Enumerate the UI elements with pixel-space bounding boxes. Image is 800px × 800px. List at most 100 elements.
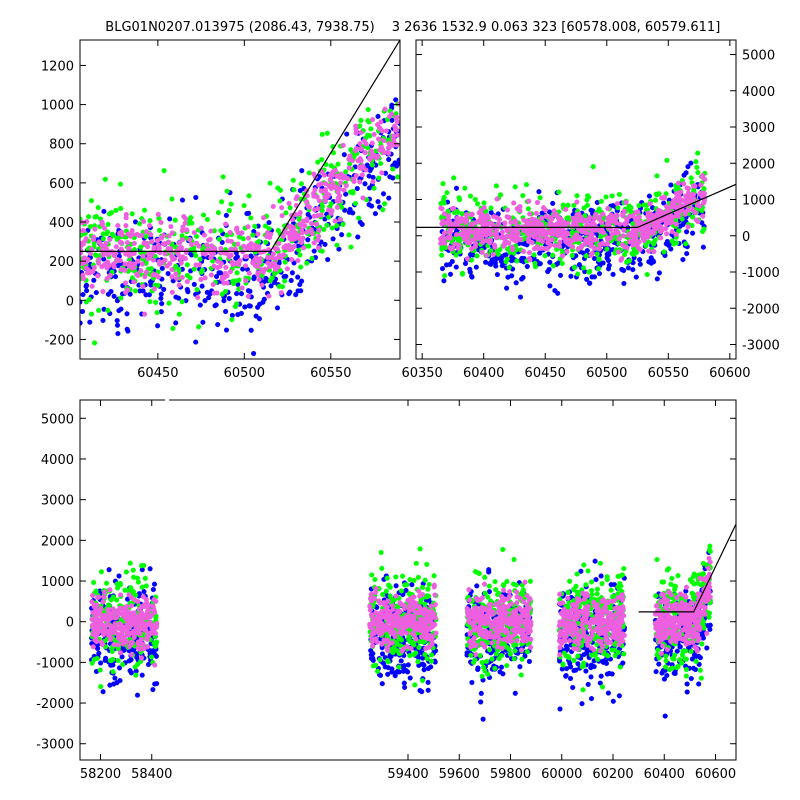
data-point bbox=[89, 283, 95, 289]
data-point bbox=[378, 126, 384, 132]
data-point bbox=[377, 657, 383, 663]
data-point bbox=[654, 173, 660, 179]
data-point bbox=[369, 635, 375, 641]
data-point bbox=[565, 231, 571, 237]
data-point bbox=[276, 240, 282, 246]
data-point bbox=[330, 169, 336, 175]
data-point bbox=[280, 252, 286, 258]
data-point bbox=[174, 276, 180, 282]
data-point bbox=[636, 203, 642, 209]
data-point bbox=[599, 220, 605, 226]
data-point bbox=[126, 245, 132, 251]
data-point bbox=[143, 229, 150, 235]
data-point bbox=[235, 312, 241, 318]
data-point bbox=[468, 221, 474, 228]
data-point bbox=[108, 288, 114, 295]
data-point bbox=[512, 690, 518, 696]
data-point bbox=[126, 253, 132, 259]
data-point bbox=[463, 229, 469, 235]
data-point bbox=[453, 232, 460, 238]
data-point bbox=[134, 575, 141, 581]
data-point bbox=[494, 196, 500, 202]
data-point bbox=[355, 234, 361, 240]
data-point bbox=[648, 255, 654, 261]
data-point bbox=[111, 681, 117, 687]
data-point bbox=[596, 257, 602, 263]
data-point bbox=[245, 224, 251, 230]
data-point bbox=[179, 299, 185, 305]
data-point bbox=[304, 199, 310, 205]
data-point bbox=[262, 223, 269, 229]
data-point bbox=[504, 207, 511, 213]
data-point bbox=[647, 201, 653, 207]
data-point bbox=[221, 280, 227, 286]
data-point bbox=[550, 263, 556, 269]
data-point bbox=[370, 663, 376, 669]
data-point bbox=[180, 254, 186, 260]
data-point bbox=[152, 681, 158, 687]
data-point bbox=[545, 240, 551, 246]
data-point bbox=[614, 201, 620, 207]
data-point bbox=[98, 660, 104, 666]
data-point bbox=[143, 269, 149, 275]
data-point bbox=[223, 221, 229, 227]
data-point bbox=[111, 642, 117, 648]
data-point bbox=[401, 680, 407, 686]
data-point bbox=[386, 156, 392, 163]
data-point bbox=[95, 260, 102, 266]
data-point bbox=[587, 215, 593, 221]
data-point bbox=[102, 612, 108, 619]
data-point bbox=[89, 660, 95, 666]
data-point bbox=[498, 234, 504, 241]
data-point bbox=[315, 237, 321, 243]
data-point bbox=[633, 209, 639, 215]
data-point bbox=[425, 679, 431, 685]
data-point bbox=[559, 260, 565, 267]
data-point bbox=[286, 291, 292, 297]
data-point bbox=[122, 280, 129, 286]
data-point bbox=[393, 583, 399, 589]
data-point bbox=[549, 237, 555, 243]
data-point bbox=[631, 251, 637, 257]
data-point bbox=[362, 181, 368, 187]
data-point bbox=[369, 162, 375, 168]
data-point bbox=[610, 271, 616, 277]
data-point bbox=[287, 247, 293, 253]
data-point bbox=[354, 185, 360, 192]
data-point bbox=[664, 231, 670, 237]
data-point bbox=[527, 228, 533, 234]
data-point bbox=[644, 271, 650, 278]
data-point bbox=[134, 692, 141, 698]
data-point bbox=[209, 243, 215, 249]
data-point bbox=[676, 228, 682, 234]
data-point bbox=[448, 246, 454, 252]
data-point bbox=[323, 181, 329, 187]
data-point bbox=[517, 294, 524, 300]
data-point bbox=[382, 106, 388, 112]
data-point bbox=[248, 215, 254, 221]
data-point bbox=[121, 613, 127, 619]
data-point bbox=[246, 303, 252, 309]
data-point bbox=[369, 598, 375, 604]
data-point bbox=[499, 263, 505, 269]
data-point bbox=[217, 264, 223, 270]
chart-top-right: 3 2636 1532.9 0.063 323 [60578.008, 6057… bbox=[392, 20, 780, 381]
data-point bbox=[287, 205, 293, 211]
data-point bbox=[137, 646, 143, 652]
data-point bbox=[107, 272, 113, 279]
data-point bbox=[233, 260, 239, 267]
y-tick-label: -200 bbox=[44, 333, 74, 348]
data-point bbox=[346, 232, 352, 238]
data-point bbox=[289, 257, 295, 263]
data-point bbox=[432, 602, 438, 608]
data-point bbox=[650, 240, 656, 246]
data-point bbox=[246, 270, 252, 276]
data-point bbox=[422, 651, 428, 658]
data-point bbox=[375, 136, 382, 142]
data-point bbox=[473, 240, 479, 246]
data-point bbox=[198, 225, 204, 231]
data-point bbox=[103, 655, 109, 661]
data-point bbox=[374, 668, 381, 674]
data-point bbox=[131, 240, 137, 246]
data-point bbox=[95, 618, 101, 624]
